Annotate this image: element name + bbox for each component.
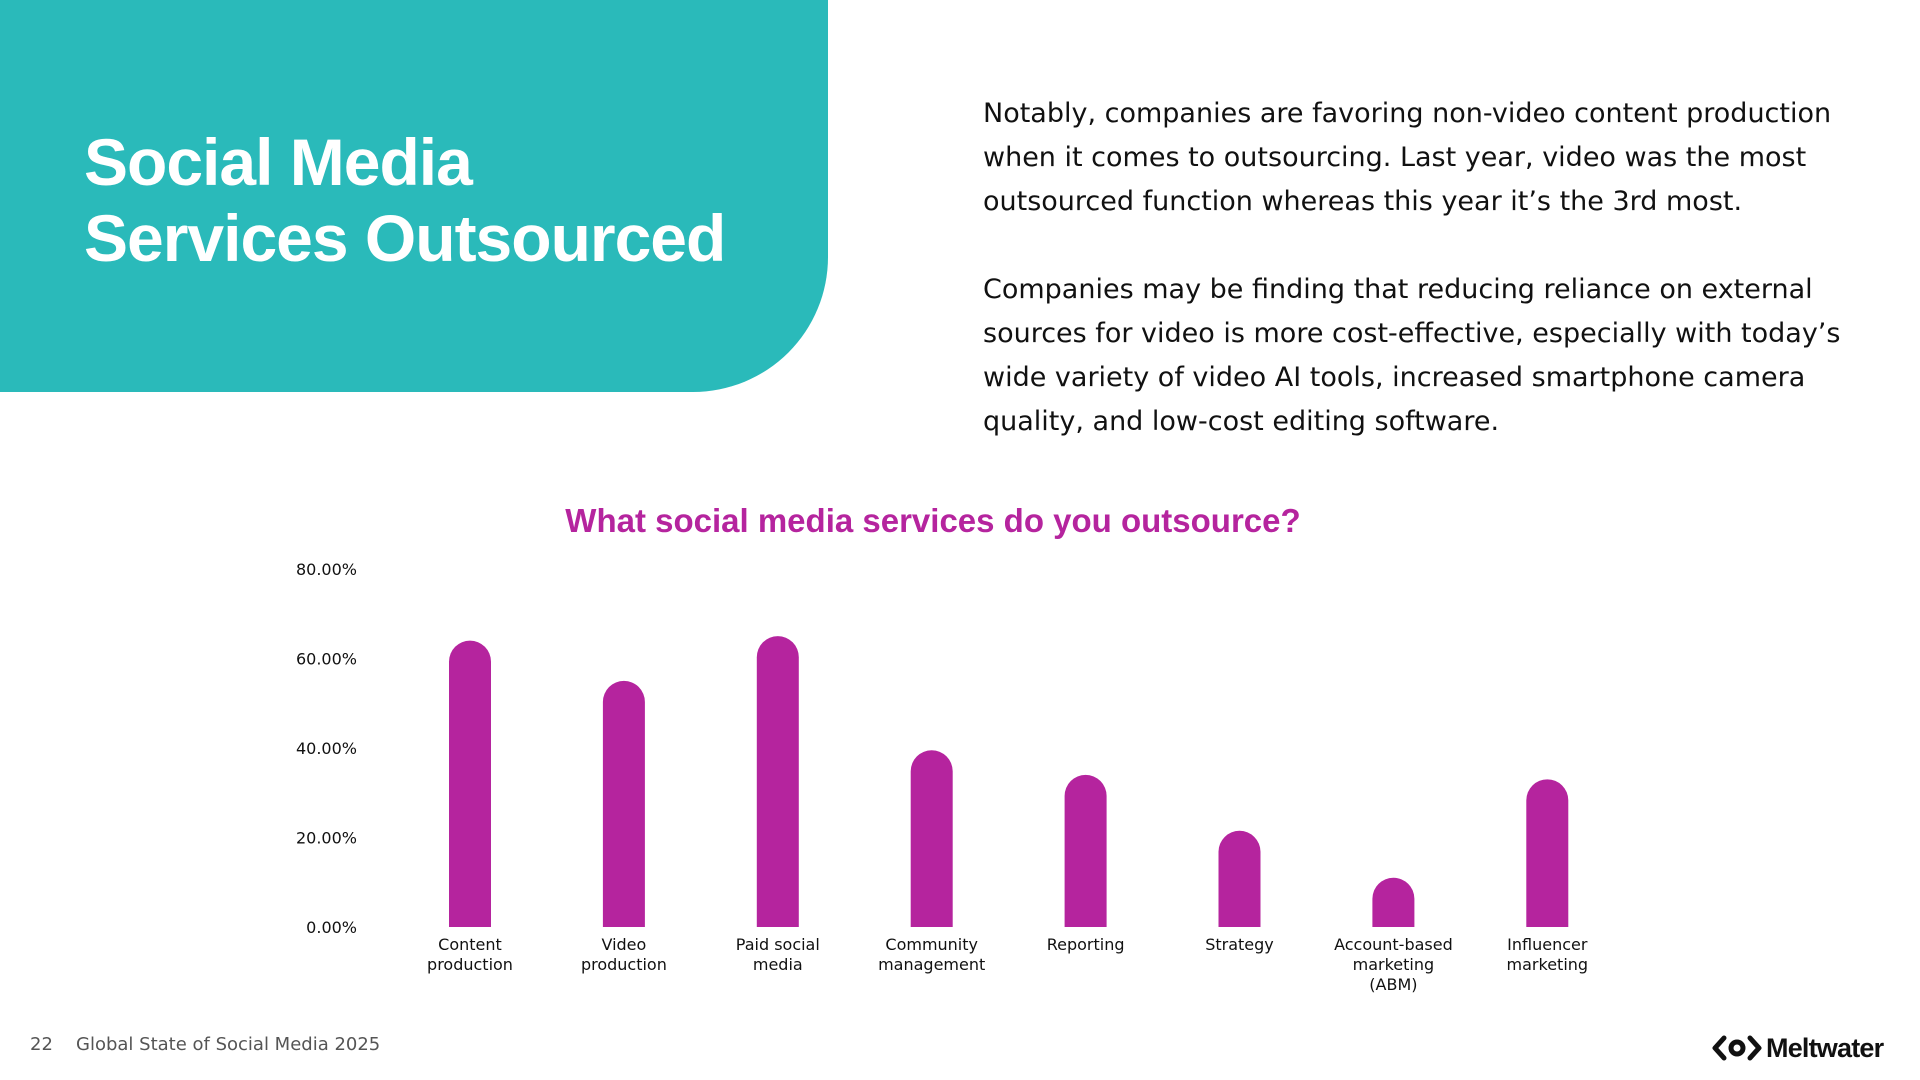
body-paragraph-1: Notably, companies are favoring non-vide… [983,98,1832,217]
slide-title: Social Media Services Outsourced [84,124,804,276]
footer-document-title: Global State of Social Media 2025 [76,1034,381,1055]
slide-title-line-2: Services Outsourced [84,201,726,275]
y-tick-label: 0.00% [306,918,357,937]
bar [910,750,953,927]
bar [449,640,491,927]
x-category-label: Content production [427,935,513,974]
body-paragraph-2: Companies may be finding that reducing r… [983,274,1841,437]
meltwater-logo-icon [1712,1035,1762,1061]
x-category-label: Community management [878,935,985,974]
meltwater-logo: Meltwater [1712,1030,1884,1066]
x-category-label: Paid social media [736,935,820,974]
bar [1064,774,1107,927]
y-tick-label: 20.00% [296,829,357,848]
chart-title: What social media services do you outsou… [565,502,1301,539]
brand-name: Meltwater [1766,1032,1884,1063]
bar [602,680,645,927]
title-panel [0,0,828,392]
bar [1218,830,1261,927]
x-category-label: Account-based marketing (ABM) [1334,935,1453,994]
bar [1372,877,1415,927]
body-copy: Notably, companies are favoring non-vide… [983,92,1863,488]
bars [449,636,1569,927]
page-number: 22 [30,1034,53,1055]
x-category-label: Reporting [1047,935,1125,954]
y-axis-ticks: 0.00% 20.00% 40.00% 60.00% 80.00% [296,560,357,937]
bar [756,636,799,927]
y-tick-label: 80.00% [296,560,357,579]
bar-chart: 0.00% 20.00% 40.00% 60.00% 80.00% Content pro… [296,560,1588,994]
x-category-label: Strategy [1205,935,1274,954]
y-tick-label: 40.00% [296,739,357,758]
x-category-label: Video production [581,935,667,974]
x-axis-labels: Content production Video production Paid soc… [427,935,1588,994]
bar [1526,779,1569,927]
slide-title-line-1: Social Media [84,125,473,199]
y-tick-label: 60.00% [296,650,357,669]
x-category-label: Influencer marketing [1507,935,1589,974]
